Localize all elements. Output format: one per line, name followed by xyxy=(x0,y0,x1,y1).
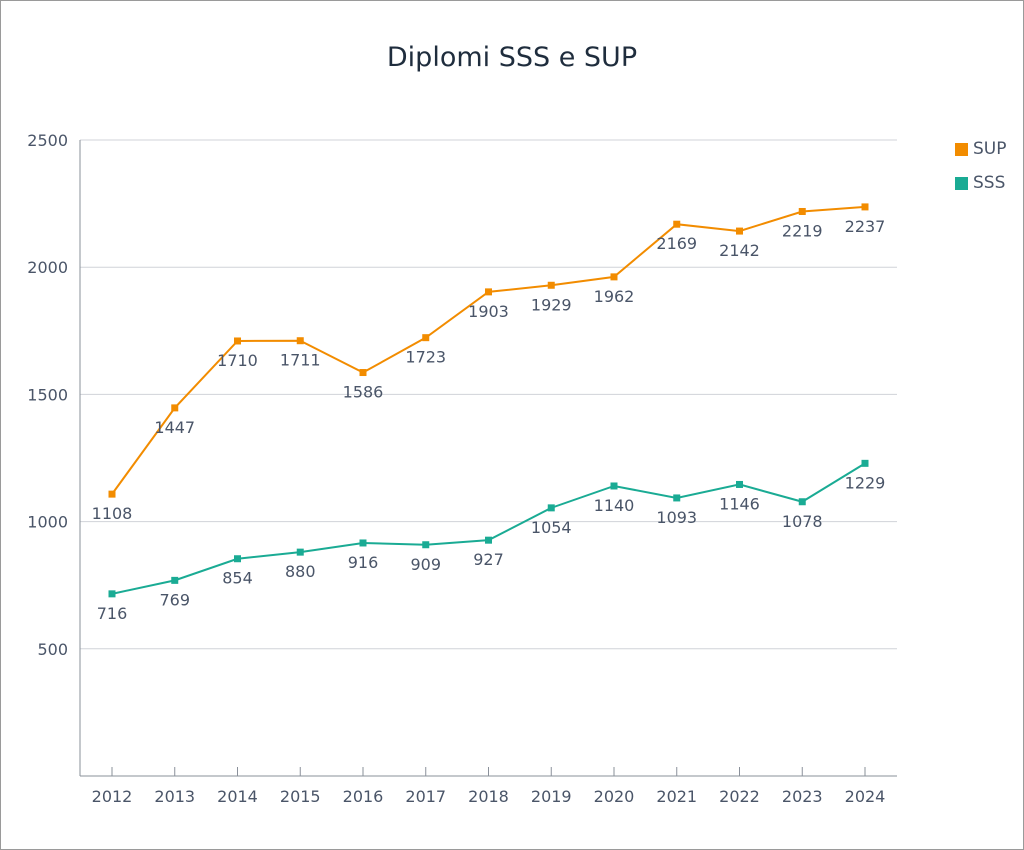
data-label-sss: 1229 xyxy=(845,473,886,492)
x-tick-label: 2017 xyxy=(405,787,446,806)
data-point-sss xyxy=(610,482,618,490)
data-point-sss xyxy=(547,504,555,512)
y-tick-label: 2000 xyxy=(27,258,68,277)
data-point-sss xyxy=(673,494,681,502)
data-label-sss: 1146 xyxy=(719,494,760,513)
data-label-sss: 927 xyxy=(473,550,504,569)
data-label-sss: 909 xyxy=(410,555,441,574)
data-point-sup xyxy=(547,281,555,289)
data-label-sss: 880 xyxy=(285,562,316,581)
x-tick-label: 2022 xyxy=(719,787,760,806)
data-point-sup xyxy=(422,334,430,342)
data-label-sss: 1093 xyxy=(656,508,697,527)
y-tick-label: 1000 xyxy=(27,513,68,532)
legend-swatch-sup xyxy=(955,142,968,156)
y-tick-label: 1500 xyxy=(27,385,68,404)
y-tick-label: 2500 xyxy=(27,131,68,150)
data-point-sss xyxy=(798,498,806,506)
x-tick-label: 2021 xyxy=(656,787,697,806)
data-point-sss xyxy=(234,555,241,563)
data-label-sup: 1711 xyxy=(280,351,321,370)
x-tick-label: 2014 xyxy=(217,787,258,806)
data-label-sup: 1447 xyxy=(154,418,195,437)
legend-item-sup[interactable]: SUP xyxy=(955,139,1007,159)
data-point-sup xyxy=(673,220,681,228)
legend-item-sss[interactable]: SSS xyxy=(955,173,1005,193)
x-tick-label: 2015 xyxy=(280,787,321,806)
data-label-sss: 769 xyxy=(159,590,190,609)
legend-label-sup: SUP xyxy=(973,139,1007,159)
data-label-sup: 2237 xyxy=(845,217,886,236)
data-point-sup xyxy=(861,203,869,211)
x-tick-label: 2016 xyxy=(343,787,384,806)
x-tick-label: 2023 xyxy=(782,787,823,806)
data-label-sss: 854 xyxy=(222,569,253,588)
legend-label-sss: SSS xyxy=(973,173,1006,193)
x-tick-label: 2013 xyxy=(154,787,195,806)
legend-swatch-sss xyxy=(955,176,968,190)
data-point-sss xyxy=(422,541,430,549)
data-point-sup xyxy=(610,273,618,281)
data-label-sup: 1710 xyxy=(217,351,258,370)
data-point-sup xyxy=(798,207,806,215)
data-point-sup xyxy=(234,337,241,345)
data-label-sss: 716 xyxy=(97,604,128,623)
data-label-sup: 1108 xyxy=(92,504,133,523)
data-point-sss xyxy=(736,480,743,488)
data-point-sss xyxy=(861,459,869,467)
data-label-sup: 1929 xyxy=(531,295,572,314)
data-point-sss xyxy=(108,590,116,598)
data-point-sss xyxy=(296,548,304,556)
data-label-sup: 1723 xyxy=(405,348,446,367)
data-label-sss: 916 xyxy=(348,553,379,572)
x-tick-label: 2024 xyxy=(845,787,886,806)
data-label-sup: 2142 xyxy=(719,241,760,260)
data-label-sup: 1586 xyxy=(343,383,384,402)
data-label-sss: 1140 xyxy=(594,496,635,515)
y-tick-label: 500 xyxy=(37,640,68,659)
data-point-sup xyxy=(171,404,179,412)
chart-title: Diplomi SSS e SUP xyxy=(386,42,638,73)
data-label-sup: 1903 xyxy=(468,302,509,321)
data-label-sup: 2219 xyxy=(782,221,823,240)
data-point-sss xyxy=(171,576,179,584)
data-point-sup xyxy=(485,288,492,296)
data-point-sup xyxy=(359,369,367,377)
x-tick-label: 2019 xyxy=(531,787,572,806)
x-tick-label: 2020 xyxy=(594,787,635,806)
data-point-sup xyxy=(108,490,116,498)
data-point-sup xyxy=(296,337,304,345)
data-point-sup xyxy=(736,227,743,235)
data-point-sss xyxy=(485,536,492,544)
data-label-sss: 1078 xyxy=(782,512,823,531)
data-point-sss xyxy=(359,539,367,547)
x-tick-label: 2018 xyxy=(468,787,509,806)
data-label-sup: 2169 xyxy=(656,234,697,253)
x-tick-label: 2012 xyxy=(92,787,133,806)
data-label-sss: 1054 xyxy=(531,518,572,537)
data-label-sup: 1962 xyxy=(594,287,635,306)
